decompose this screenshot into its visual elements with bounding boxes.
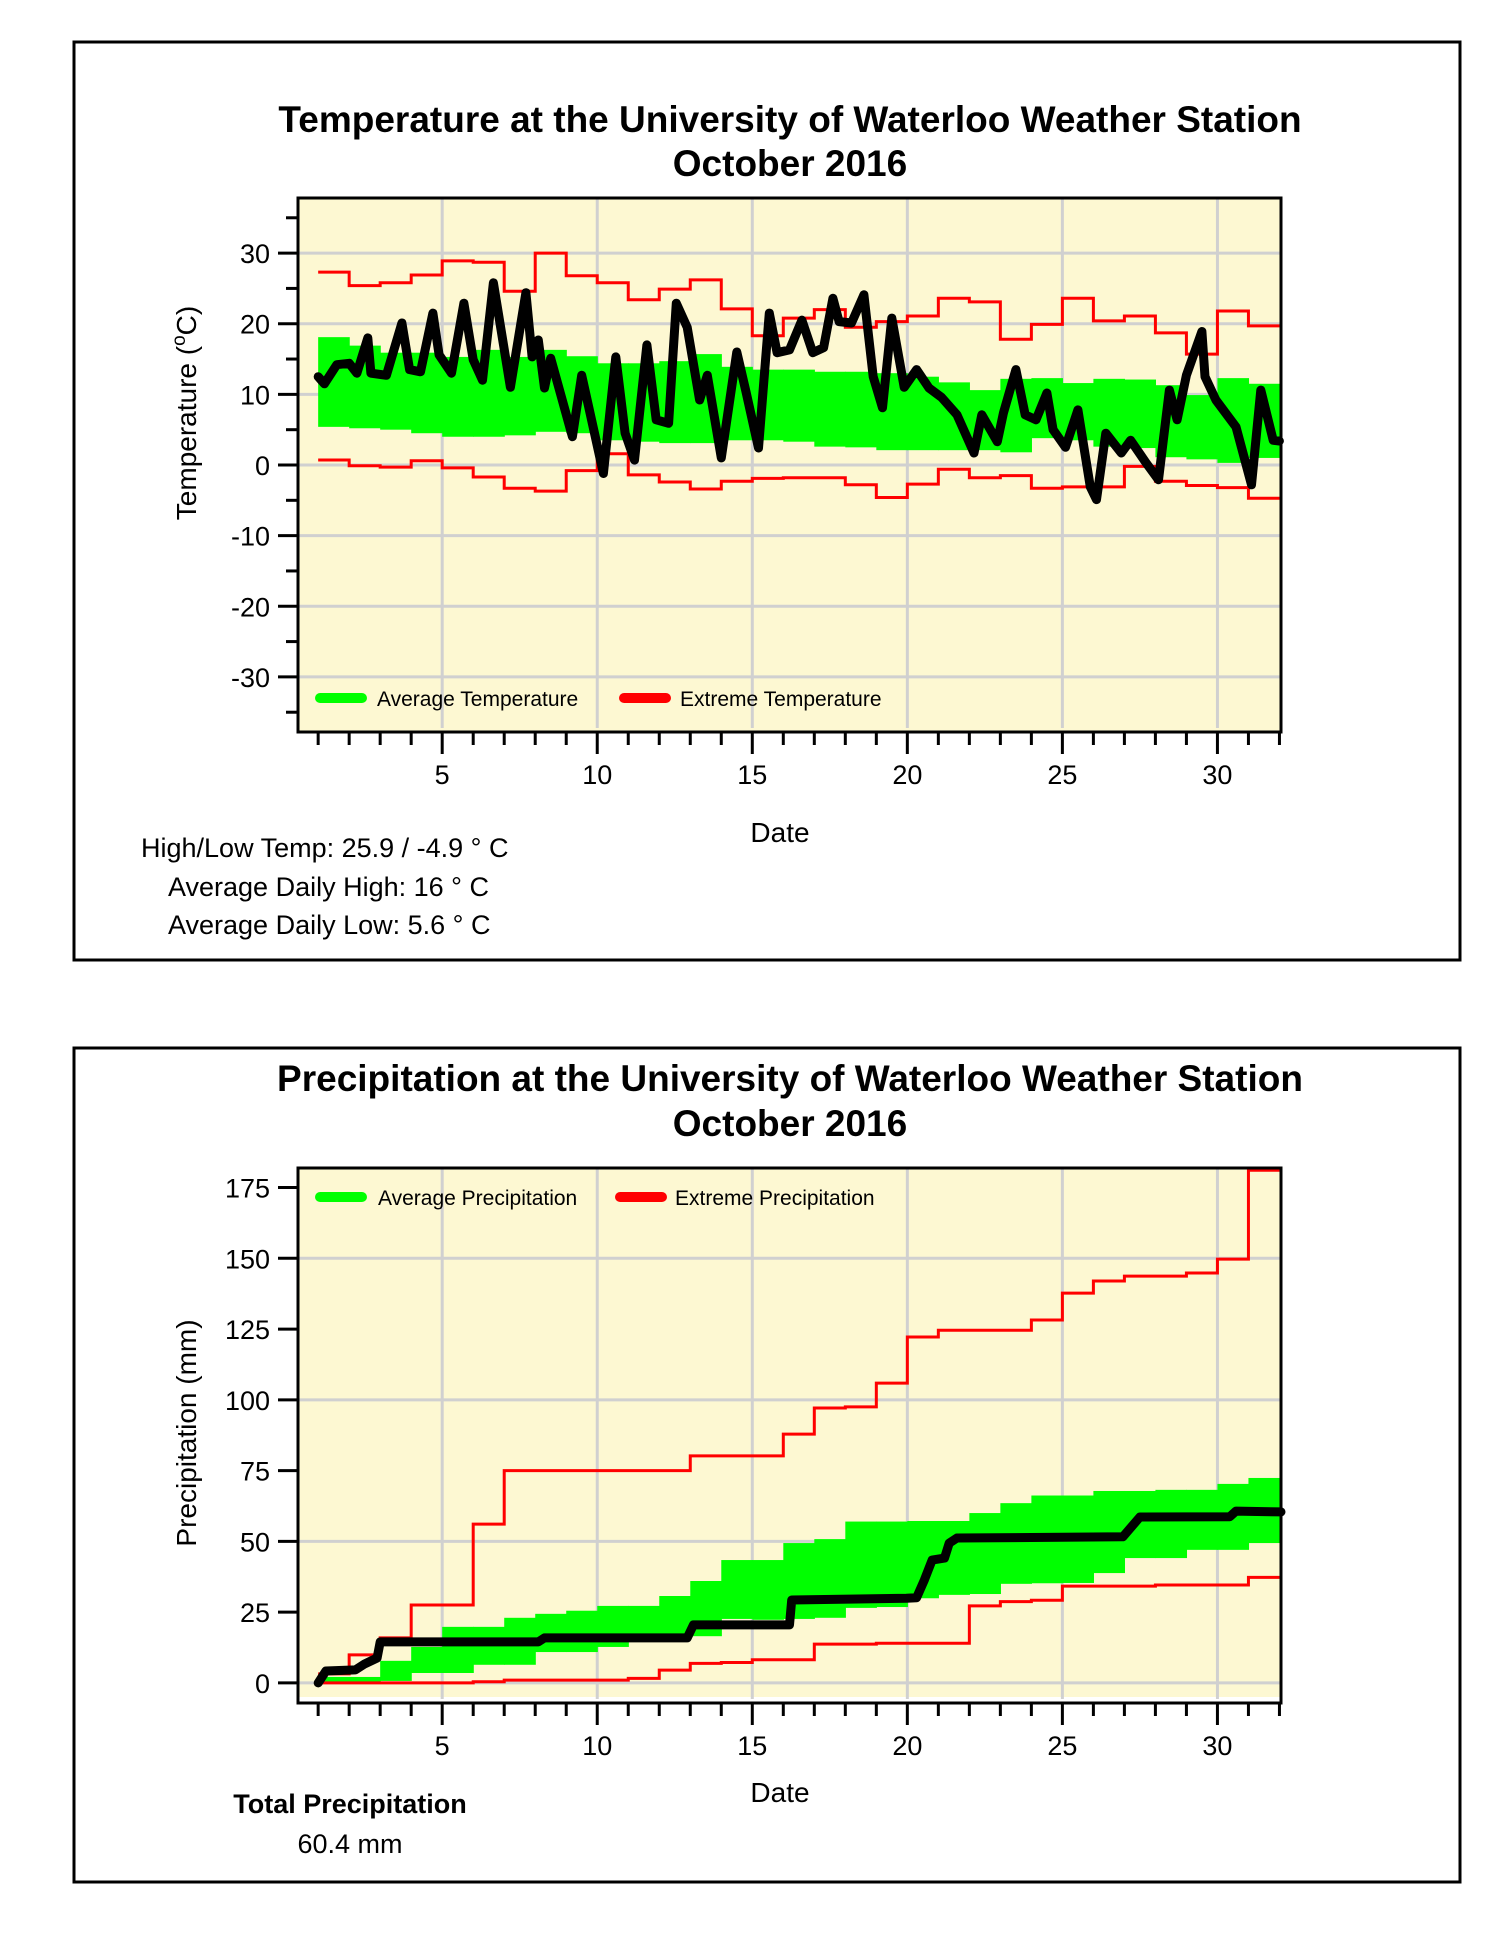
total-precipitation-value: 60.4 mm <box>297 1829 402 1859</box>
stat-average-daily-low: Average Daily Low: 5.6 ° C <box>168 910 490 940</box>
y-tick-label: -20 <box>231 592 270 622</box>
average-band-day <box>721 1560 753 1619</box>
precipitation-x-axis-title: Date <box>750 1777 809 1808</box>
average-band-day <box>814 1539 846 1618</box>
average-band-day <box>411 1646 443 1673</box>
average-band-day <box>566 1610 598 1653</box>
precipitation-extreme-high-line <box>318 1168 1280 1676</box>
precipitation-y-axis-title: Precipitation (mm) <box>171 1319 202 1546</box>
total-precipitation-label: Total Precipitation <box>233 1789 467 1819</box>
y-tick-label: 125 <box>225 1315 270 1345</box>
average-band-day <box>814 371 846 447</box>
precipitation-axes: 175 150 125 100 75 50 25 0 5 10 15 20 25 30 <box>225 1174 1281 1761</box>
average-band-day <box>628 1605 660 1637</box>
precipitation-plot-border <box>296 1166 1283 1705</box>
x-tick-label: 5 <box>435 760 450 790</box>
average-band-day <box>535 1613 567 1653</box>
y-tick-label: -10 <box>231 522 270 552</box>
temperature-observed-line <box>313 278 1284 505</box>
temperature-gridlines <box>298 198 1281 728</box>
precipitation-chart-subtitle: October 2016 <box>673 1103 907 1144</box>
average-band-day <box>442 1626 474 1673</box>
temperature-y-axis-title: Temperature (oC) <box>169 306 202 520</box>
x-tick-label: 10 <box>582 1731 612 1761</box>
precipitation-panel: Precipitation at the University of Water… <box>72 1046 1462 1884</box>
x-tick-label: 10 <box>582 760 612 790</box>
temperature-observed-points <box>318 282 1280 500</box>
y-tick-label: 20 <box>240 310 270 340</box>
average-band-day <box>1186 395 1219 460</box>
y-tick-label: 50 <box>240 1527 270 1557</box>
average-band-day <box>380 1660 412 1681</box>
x-tick-label: 20 <box>892 760 922 790</box>
temperature-axes: 30 20 10 0 -10 -20 -30 5 10 15 20 25 30 <box>231 216 1281 790</box>
temperature-extreme-low-line <box>318 452 1280 500</box>
y-tick-label: 175 <box>225 1174 270 1204</box>
y-tick-label: 0 <box>255 1669 270 1699</box>
stat-average-daily-high: Average Daily High: 16 ° C <box>168 872 489 902</box>
temperature-chart-subtitle: October 2016 <box>673 143 907 184</box>
x-tick-label: 5 <box>435 1731 450 1761</box>
temperature-panel: Temperature at the University of Waterlo… <box>72 40 1462 962</box>
average-band-day <box>845 1521 877 1608</box>
x-tick-label: 25 <box>1047 1731 1077 1761</box>
temperature-x-axis-title: Date <box>750 817 809 848</box>
average-band-day <box>1000 1503 1032 1584</box>
y-tick-label: 150 <box>225 1244 270 1274</box>
y-tick-label: 25 <box>240 1598 270 1628</box>
temperature-chart-title: Temperature at the University of Waterlo… <box>278 99 1301 140</box>
legend-label-average-precipitation: Average Precipitation <box>378 1187 577 1210</box>
x-tick-label: 30 <box>1202 760 1232 790</box>
x-tick-label: 15 <box>737 1731 767 1761</box>
average-band-day <box>411 352 443 434</box>
average-band-day <box>1093 1490 1126 1574</box>
stat-high-low-temp: High/Low Temp: 25.9 / -4.9 ° C <box>141 833 508 863</box>
average-band-day <box>659 1596 691 1637</box>
y-tick-label: 0 <box>255 451 270 481</box>
average-band-day <box>876 1521 908 1608</box>
y-tick-label: -30 <box>231 663 270 693</box>
legend-label-extreme-precipitation: Extreme Precipitation <box>675 1187 875 1210</box>
average-band-day <box>752 1560 784 1620</box>
x-tick-label: 30 <box>1202 1731 1232 1761</box>
precipitation-legend: Average Precipitation Extreme Precipitat… <box>315 1187 875 1210</box>
x-tick-label: 20 <box>892 1731 922 1761</box>
legend-label-extreme-temperature: Extreme Temperature <box>680 688 882 711</box>
average-band-day <box>969 1513 1001 1595</box>
precipitation-chart-title: Precipitation at the University of Water… <box>277 1058 1303 1099</box>
x-tick-label: 15 <box>737 760 767 790</box>
average-band-day <box>1155 1489 1188 1559</box>
y-tick-label: 10 <box>240 380 270 410</box>
y-tick-label: 30 <box>240 239 270 269</box>
y-tick-label: 75 <box>240 1457 270 1487</box>
average-band-day <box>349 1676 381 1683</box>
x-tick-label: 25 <box>1047 760 1077 790</box>
y-tick-label: 100 <box>225 1386 270 1416</box>
precipitation-extreme-low-line <box>318 1575 1280 1685</box>
average-band-day <box>318 1676 350 1683</box>
legend-label-average-temperature: Average Temperature <box>377 688 578 711</box>
temperature-legend: Average Temperature Extreme Temperature <box>315 688 882 711</box>
average-band-day <box>783 369 815 442</box>
